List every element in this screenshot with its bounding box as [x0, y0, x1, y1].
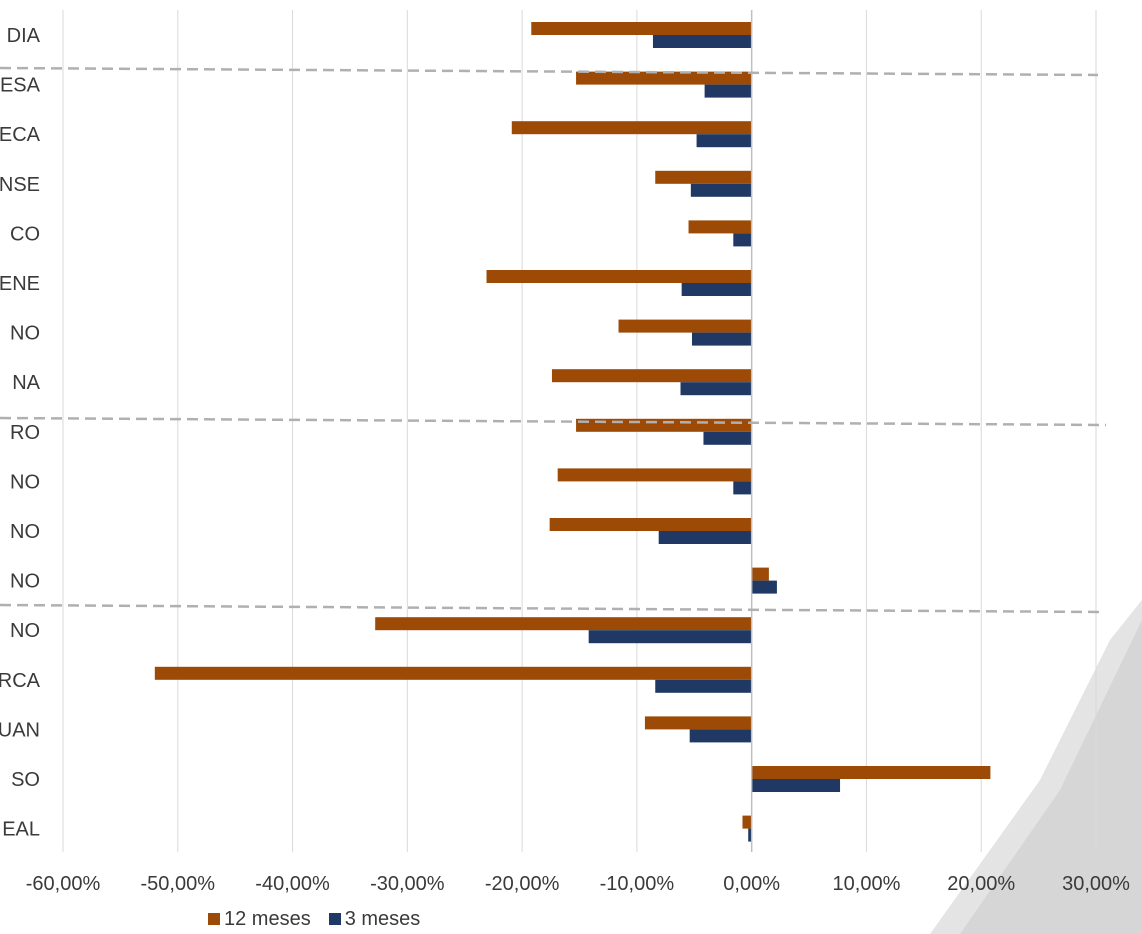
bar-12-meses-no: [375, 617, 752, 631]
bar-3-meses-no: [658, 531, 752, 544]
bar-3-meses-uan: [689, 729, 752, 743]
x-tick-label: 20,00%: [947, 873, 1015, 895]
category-label: ECA: [0, 124, 41, 146]
category-label: UAN: [0, 719, 40, 741]
bar-3-meses-nse: [690, 183, 752, 197]
category-label: NO: [10, 521, 40, 543]
legend-item-3-meses: 3 meses: [328, 907, 421, 931]
bar-12-meses-dia: [531, 22, 752, 35]
category-label: NO: [10, 571, 40, 593]
x-tick-label: -50,00%: [141, 873, 216, 895]
x-tick-label: -30,00%: [370, 873, 445, 895]
category-labels: DIA ESA ECA NSE CO ENE NO NA RO NO NO NO NO RCA UAN SO E…: [0, 25, 41, 841]
category-label: RCA: [0, 670, 41, 692]
category-label: EAL: [2, 819, 40, 841]
x-tick-label: 0,00%: [723, 873, 780, 895]
bar-3-meses-so: [751, 779, 841, 792]
bar-12-meses-eal: [742, 815, 752, 829]
bar-3-meses-no: [588, 630, 752, 644]
gridlines: [62, 10, 1097, 852]
category-label: DIA: [7, 25, 41, 47]
legend-label-12-meses: 12 meses: [224, 907, 311, 930]
legend-swatch-12-meses: [208, 913, 220, 925]
legend-label-3-meses: 3 meses: [344, 907, 421, 930]
bar-12-meses-nse: [655, 170, 752, 184]
group-separator: [0, 416, 1107, 427]
category-label: NA: [12, 372, 40, 394]
bar-12-meses-na: [551, 369, 752, 383]
bar-3-meses-co: [733, 233, 752, 247]
category-label: SO: [11, 769, 40, 791]
bar-3-meses-no: [733, 481, 752, 495]
category-label: NO: [10, 471, 40, 493]
x-axis-tick-labels: -60,00% -50,00% -40,00% -30,00% -20,00% -10,0…: [26, 873, 1130, 895]
legend-swatch-3-meses: [328, 913, 341, 925]
bar-3-meses-no: [691, 332, 752, 346]
x-tick-label: -10,00%: [600, 873, 675, 895]
bar-3-meses-dia: [652, 35, 752, 48]
bar-3-meses-na: [680, 382, 752, 396]
bar-3-meses-eca: [696, 134, 752, 148]
bar-3-meses-eal: [748, 828, 752, 842]
x-tick-label: 30,00%: [1062, 873, 1130, 895]
group-separators: [0, 66, 1107, 614]
x-tick-label: -20,00%: [485, 873, 560, 895]
group-separator: [0, 66, 1099, 77]
bar-12-meses-no: [557, 468, 752, 482]
bar-12-meses-so: [751, 766, 991, 779]
bar-12-meses-rca: [154, 666, 752, 680]
category-label: CO: [10, 223, 40, 245]
category-label: ENE: [0, 273, 40, 295]
bar-12-meses-co: [688, 220, 752, 234]
bar-12-meses-no: [618, 319, 752, 333]
bar-12-meses-no: [751, 567, 769, 581]
bar-12-meses-no: [549, 518, 752, 531]
bar-3-meses-ene: [681, 283, 752, 296]
bar-12-meses-uan: [644, 716, 752, 730]
bar-12-meses-eca: [511, 121, 752, 135]
category-label: NSE: [0, 174, 40, 196]
category-label: NO: [10, 620, 40, 642]
legend-item-12-meses: 12 meses: [208, 908, 311, 931]
category-label: ESA: [0, 75, 41, 97]
bar-3-meses-ro: [703, 431, 752, 445]
x-tick-label: -40,00%: [255, 873, 330, 895]
bar-3-meses-rca: [655, 679, 752, 693]
category-label: NO: [10, 323, 40, 345]
legend: 12 meses 3 meses: [208, 906, 420, 932]
bar-12-meses-ene: [486, 270, 752, 283]
bar-3-meses-esa: [704, 84, 752, 98]
bars: [154, 22, 991, 842]
x-tick-label: 10,00%: [833, 873, 901, 895]
category-label: RO: [10, 422, 40, 444]
bar-12-meses-esa: [576, 71, 752, 85]
group-separator: [0, 603, 1101, 614]
bar-3-meses-no: [751, 580, 777, 594]
x-tick-label: -60,00%: [26, 873, 101, 895]
